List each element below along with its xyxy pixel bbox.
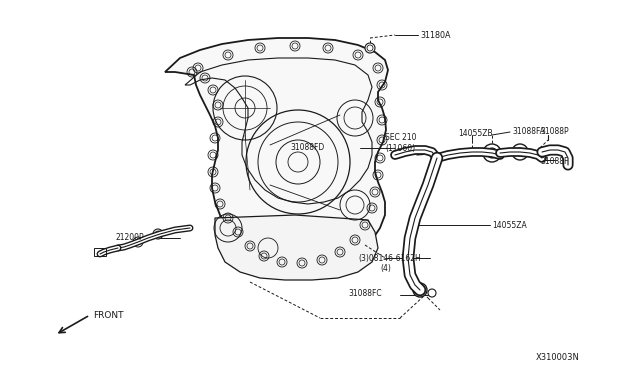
- Text: (11060): (11060): [385, 144, 415, 153]
- Bar: [94, 248, 106, 256]
- Text: 31088P: 31088P: [540, 128, 568, 137]
- Text: 31180A: 31180A: [420, 31, 451, 39]
- Circle shape: [413, 283, 427, 297]
- Text: 31088F: 31088F: [540, 157, 568, 167]
- Polygon shape: [165, 38, 388, 270]
- Text: SEC 210: SEC 210: [385, 134, 417, 142]
- Text: 14055ZA: 14055ZA: [492, 221, 527, 230]
- Text: 31088FC: 31088FC: [348, 289, 381, 298]
- Polygon shape: [215, 215, 378, 280]
- Text: 14055ZB: 14055ZB: [458, 128, 493, 138]
- Text: (4): (4): [380, 263, 391, 273]
- Text: 21200P: 21200P: [115, 234, 143, 243]
- Circle shape: [153, 229, 163, 239]
- Circle shape: [133, 237, 143, 247]
- Text: 31088FA: 31088FA: [512, 128, 545, 137]
- Circle shape: [365, 43, 375, 53]
- Text: 31088FD: 31088FD: [290, 144, 324, 153]
- Text: (3)08146-6162H: (3)08146-6162H: [358, 253, 420, 263]
- Text: FRONT: FRONT: [93, 311, 124, 320]
- Text: X310003N: X310003N: [536, 353, 580, 362]
- Circle shape: [428, 289, 436, 297]
